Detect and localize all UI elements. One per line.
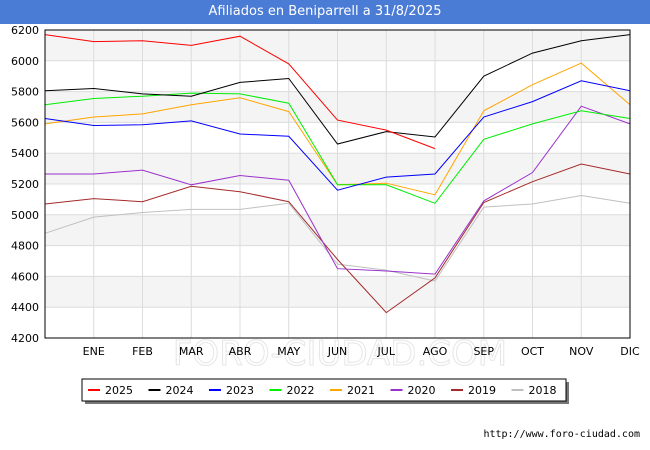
series-lines (44, 34, 631, 314)
y-axis: 4200 4400 4600 4800 5000 5200 5400 5600 5800 6000… (11, 24, 39, 345)
legend-label-2018: 2018 (529, 384, 557, 397)
series-line-2019 (44, 163, 631, 314)
y-tick-label: 6200 (11, 24, 39, 37)
x-tick-label: MAR (179, 345, 204, 358)
legend-label-2022: 2022 (287, 384, 315, 397)
plot-frame (44, 29, 631, 339)
x-tick-label: JUL (377, 345, 396, 358)
x-tick-label: ENE (83, 345, 105, 358)
legend-label-2023: 2023 (226, 384, 254, 397)
y-tick-label: 4800 (11, 240, 39, 253)
x-tick-label: OCT (521, 345, 544, 358)
y-tick-label: 4200 (11, 332, 39, 345)
x-tick-label: FEB (132, 345, 153, 358)
legend: 2025 2024 2023 2022 2021 2020 2019 2018 (81, 378, 569, 404)
y-tick-label: 5200 (11, 178, 39, 191)
watermark: FORO-CIUDAD.COM (173, 334, 507, 374)
series-line-2022 (44, 92, 631, 204)
y-tick-label: 4400 (11, 301, 39, 314)
legend-label-2020: 2020 (408, 384, 436, 397)
series-line-2024 (44, 34, 631, 145)
x-axis: ENE FEB MAR ABR MAY JUN JUL AGO SEP OCT NOV DIC (83, 345, 640, 358)
legend-label-2025: 2025 (105, 384, 133, 397)
legend-label-2021: 2021 (347, 384, 375, 397)
x-tick-label: JUN (327, 345, 348, 358)
x-tick-label: ABR (229, 345, 252, 358)
y-tick-label: 5400 (11, 147, 39, 160)
line-chart: FORO-CIUDAD.COM 4200 4400 4600 4800 5000 5200… (11, 24, 640, 404)
x-tick-label: SEP (473, 345, 494, 358)
legend-box (81, 378, 567, 402)
legend-label-2019: 2019 (468, 384, 496, 397)
footer-url: http://www.foro-ciudad.com (483, 429, 640, 440)
series-line-2025 (44, 34, 436, 150)
x-tick-label: DIC (620, 345, 640, 358)
y-tick-label: 5800 (11, 86, 39, 99)
series-line-2020 (45, 105, 631, 275)
legend-label-2024: 2024 (166, 384, 194, 397)
series-line-2023 (44, 80, 631, 191)
x-tick-label: AGO (423, 345, 448, 358)
y-tick-label: 4600 (11, 270, 39, 283)
y-tick-label: 5600 (11, 116, 39, 129)
y-tick-label: 6000 (11, 55, 39, 68)
x-tick-label: NOV (569, 345, 594, 358)
x-tick-label: MAY (277, 345, 300, 358)
series-line-2018 (44, 194, 631, 282)
y-tick-label: 5000 (11, 209, 39, 222)
chart-title: Afiliados en Beniparrell a 31/8/2025 (0, 0, 650, 24)
